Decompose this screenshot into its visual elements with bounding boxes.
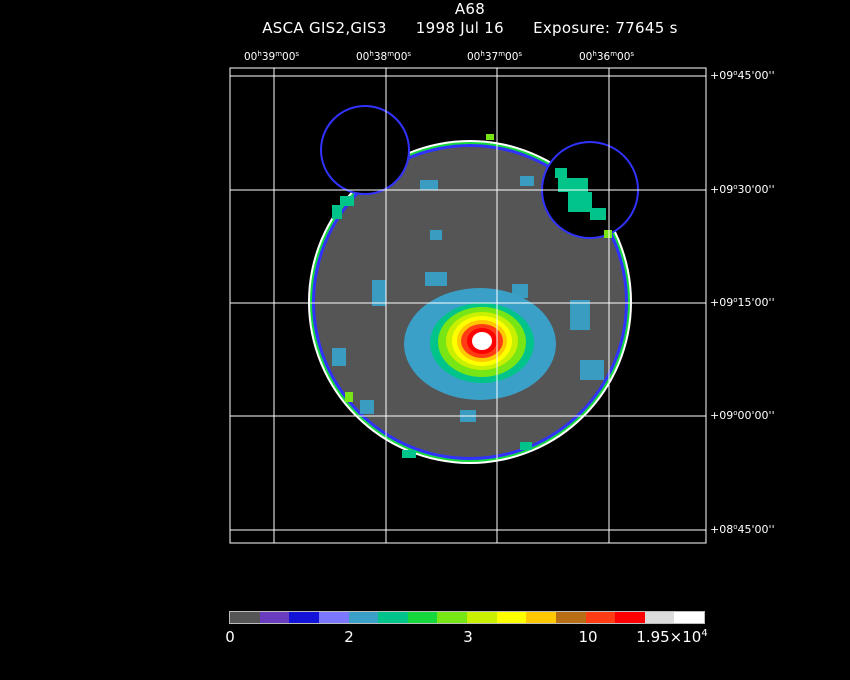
colorbar-swatch: [348, 612, 379, 623]
image-frame: [229, 67, 707, 544]
dec-label: +08o45'00'': [710, 523, 775, 536]
dec-label: +09o00'00'': [710, 409, 775, 422]
edge-patches: [332, 168, 606, 458]
background-patches: [332, 176, 604, 422]
detector-notch-left: [321, 106, 409, 194]
colorbar-swatch: [615, 612, 645, 623]
dec-label: +09o30'00'': [710, 183, 775, 196]
colorbar-swatch: [318, 612, 349, 623]
image-title: A68: [454, 0, 486, 18]
colorbar-swatch: [555, 612, 586, 623]
edge-patches-yellowgreen: [345, 134, 612, 402]
cluster-peak: [472, 332, 492, 350]
colorbar: [229, 611, 705, 624]
observation-info: ASCA GIS2,GIS3 1998 Jul 16 Exposure: 776…: [0, 19, 850, 37]
ra-label: 00h37m00s: [467, 50, 523, 63]
ra-label: 00h36m00s: [579, 50, 635, 63]
colorbar-swatch: [378, 612, 408, 623]
colorbar-tick-label: 10: [578, 628, 598, 646]
dec-label: +09o45'00'': [710, 69, 775, 82]
colorbar-swatch: [526, 612, 556, 623]
colorbar-tick-label: 1.95×104: [636, 628, 708, 646]
colorbar-swatch: [674, 612, 704, 623]
colorbar-tick-label: 3: [463, 628, 473, 646]
colorbar-swatch: [585, 612, 616, 623]
colorbar-swatch: [644, 612, 675, 623]
image-field: [230, 68, 706, 543]
colorbar-swatch: [467, 612, 497, 623]
colorbar-swatch: [496, 612, 527, 623]
colorbar-swatch: [289, 612, 319, 623]
coordinate-grid: [230, 68, 706, 543]
instrument-label: ASCA GIS2,GIS3: [262, 19, 387, 37]
ra-label: 00h38m00s: [356, 50, 412, 63]
colorbar-swatch: [437, 612, 467, 623]
colorbar-swatch: [407, 612, 438, 623]
colorbar-tick-label: 0: [225, 628, 235, 646]
dec-label: +09o15'00'': [710, 296, 775, 309]
ra-label: 00h39m00s: [244, 50, 300, 63]
colorbar-swatch: [230, 612, 260, 623]
colorbar-tick-label: 2: [344, 628, 354, 646]
exposure-label: Exposure: 77645 s: [533, 19, 678, 37]
notch-edge-left: [320, 105, 410, 195]
colorbar-swatch: [259, 612, 290, 623]
date-label: 1998 Jul 16: [415, 19, 504, 37]
